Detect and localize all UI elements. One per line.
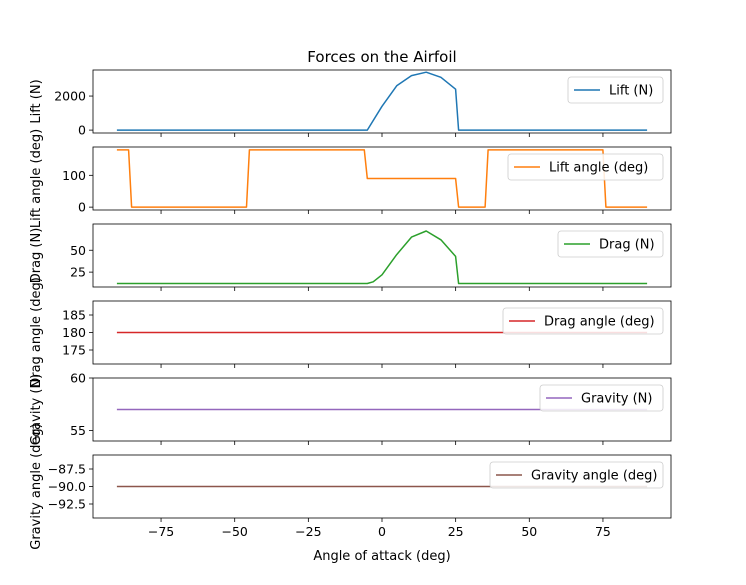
y-axis-label: Gravity (N) (29, 374, 44, 445)
legend-box (539, 384, 664, 412)
legend-box (567, 76, 664, 104)
y-axis-label: Lift angle (deg) (29, 129, 44, 228)
legend: Gravity angle (deg) (489, 461, 664, 489)
x-tick-label: 25 (448, 524, 464, 539)
y-tick-label: 2000 (54, 89, 86, 104)
series-line (116, 71, 648, 131)
x-tick-label: −50 (222, 524, 248, 539)
y-tick-label: 175 (62, 343, 86, 358)
y-axis-label: Drag angle (deg) (29, 277, 44, 388)
subplot-5: 55 60 Gravity (N) Gravity (N) (29, 371, 672, 445)
y-tick-label: 185 (62, 308, 86, 323)
x-tick-label: −75 (148, 524, 174, 539)
y-axis-label: Gravity angle (deg) (29, 423, 44, 549)
legend-label: Lift angle (deg) (549, 161, 648, 176)
x-tick-label: 0 (378, 524, 386, 539)
x-tick-label: 50 (521, 524, 537, 539)
x-tick-label: 75 (595, 524, 611, 539)
legend: Drag angle (deg) (502, 307, 664, 335)
legend: Lift angle (deg) (507, 153, 664, 181)
subplot-2: 0 100 Lift angle (deg) Lift angle (deg) (29, 129, 672, 228)
subplot-6: −92.5 −90.0 −87.5 −75 −50 −25 0 25 50 75 Gravity a… (29, 423, 672, 550)
subplot-1: 0 2000 Lift (N) Lift (N) (29, 69, 672, 138)
y-axis-label: Lift (N) (29, 79, 44, 123)
subplot-stack: 0 2000 Lift (N) Lift (N) 0 100 Lift angle (deg… (29, 69, 672, 550)
legend: Drag (N) (557, 230, 664, 258)
y-tick-label: 25 (70, 265, 86, 280)
y-tick-label: 100 (62, 168, 86, 183)
legend-label: Drag (N) (599, 238, 655, 253)
legend-label: Drag angle (deg) (544, 315, 655, 330)
legend: Lift (N) (567, 76, 664, 104)
y-tick-label: −87.5 (48, 462, 86, 477)
legend-label: Lift (N) (609, 84, 653, 99)
y-tick-label: 50 (70, 243, 86, 258)
legend-box (489, 461, 664, 489)
subplot-4: 175 180 185 Drag angle (deg) Drag angle (deg… (29, 277, 672, 388)
y-tick-label: 60 (70, 371, 86, 386)
x-axis-label: Angle of attack (deg) (313, 549, 450, 564)
legend-box (507, 153, 664, 181)
y-tick-label: 0 (78, 123, 86, 138)
legend: Gravity (N) (539, 384, 664, 412)
y-tick-label: 180 (62, 325, 86, 340)
y-tick-label: −90.0 (48, 479, 86, 494)
y-tick-label: 55 (70, 423, 86, 438)
chart-title: Forces on the Airfoil (307, 48, 456, 66)
legend-label: Gravity (N) (581, 392, 652, 407)
y-axis-label: Drag (N) (29, 228, 44, 284)
series-line (116, 230, 648, 285)
legend-label: Gravity angle (deg) (531, 469, 657, 484)
y-tick-label: −92.5 (48, 497, 86, 512)
x-tick-label: −25 (295, 524, 321, 539)
y-tick-label: 0 (78, 200, 86, 215)
legend-box (502, 307, 664, 335)
series-line (116, 149, 648, 208)
legend-box (557, 230, 664, 258)
subplot-3: 25 50 Drag (N) Drag (N) (29, 223, 672, 291)
